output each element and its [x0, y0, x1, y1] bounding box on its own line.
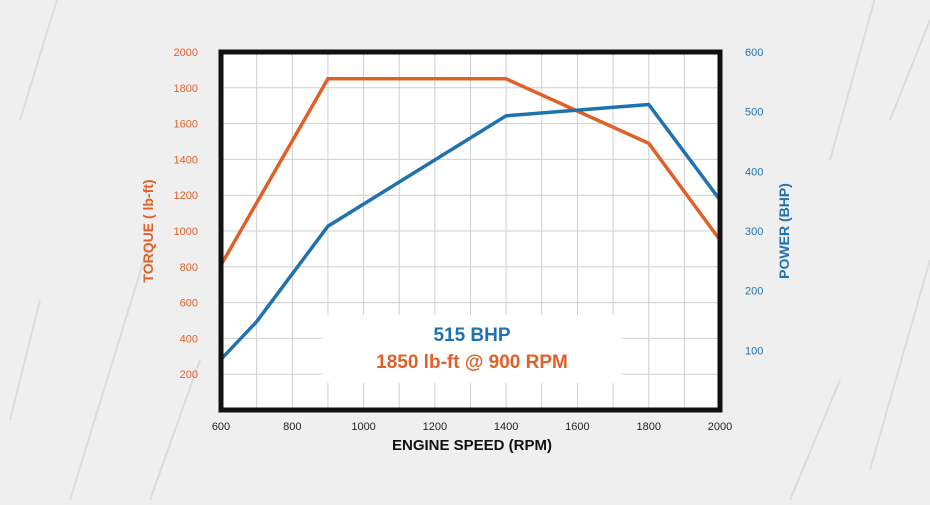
- series-lines: [219, 77, 722, 361]
- background-streaks: [9, 0, 930, 501]
- plot-frame: [218, 49, 723, 413]
- left-tick-label: 1600: [174, 119, 198, 131]
- background-streak: [149, 359, 201, 501]
- x-axis-label: ENGINE SPEED (RPM): [392, 437, 552, 454]
- left-tick-label: 1800: [174, 83, 198, 95]
- left-tick-label: 1000: [174, 226, 198, 238]
- power-line: [219, 102, 722, 361]
- x-tick-label: 1600: [565, 421, 589, 433]
- right-tick-label: 600: [745, 47, 763, 59]
- x-axis-ticks: 600 800 1000 1200 1400 1600 1800 2000: [212, 421, 732, 433]
- x-tick-label: 1200: [423, 421, 447, 433]
- right-tick-label: 400: [745, 166, 763, 178]
- background-streak: [889, 19, 930, 121]
- left-tick-label: 600: [180, 298, 198, 310]
- background-streak: [69, 239, 151, 501]
- x-tick-label: 1000: [351, 421, 375, 433]
- torque-annotation: 1850 lb-ft @ 900 RPM: [376, 352, 568, 373]
- background-streak: [9, 299, 41, 421]
- left-axis-ticks: 200 400 600 800 1000 1200 1400 1600 1800 2000: [174, 47, 198, 381]
- power-annotation: 515 BHP: [433, 325, 510, 346]
- torque-line: [219, 77, 722, 266]
- left-axis-label: TORQUE ( lb-ft): [140, 179, 156, 282]
- x-tick-label: 600: [212, 421, 230, 433]
- x-tick-label: 1800: [636, 421, 660, 433]
- right-tick-label: 100: [745, 345, 763, 357]
- background-streak: [869, 259, 930, 471]
- right-tick-label: 500: [745, 107, 763, 119]
- background-streak: [19, 0, 58, 121]
- left-tick-label: 800: [180, 262, 198, 274]
- x-tick-label: 2000: [708, 421, 732, 433]
- left-tick-label: 1400: [174, 154, 198, 166]
- left-tick-label: 200: [180, 369, 198, 381]
- right-axis-label: POWER (BHP): [776, 183, 792, 279]
- background-streak: [829, 0, 876, 161]
- x-tick-label: 800: [283, 421, 301, 433]
- x-tick-label: 1400: [494, 421, 518, 433]
- right-tick-label: 200: [745, 286, 763, 298]
- right-tick-label: 300: [745, 226, 763, 238]
- background-streak: [789, 379, 841, 501]
- left-tick-label: 2000: [174, 47, 198, 59]
- left-tick-label: 400: [180, 333, 198, 345]
- annotation-box: [322, 315, 622, 383]
- left-tick-label: 1200: [174, 190, 198, 202]
- right-axis-ticks: 100 200 300 400 500 600: [745, 47, 763, 357]
